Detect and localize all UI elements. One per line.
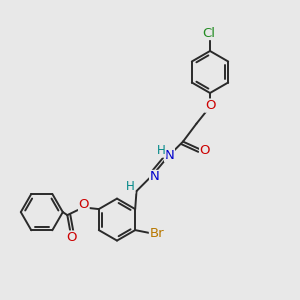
Text: N: N	[150, 170, 159, 184]
Text: H: H	[126, 180, 135, 193]
Text: H: H	[157, 144, 166, 157]
Text: O: O	[200, 144, 210, 157]
Text: N: N	[165, 148, 174, 162]
Text: Cl: Cl	[202, 26, 215, 40]
Text: O: O	[67, 231, 77, 244]
Text: O: O	[205, 99, 215, 112]
Text: O: O	[79, 197, 89, 211]
Text: Br: Br	[149, 226, 164, 240]
